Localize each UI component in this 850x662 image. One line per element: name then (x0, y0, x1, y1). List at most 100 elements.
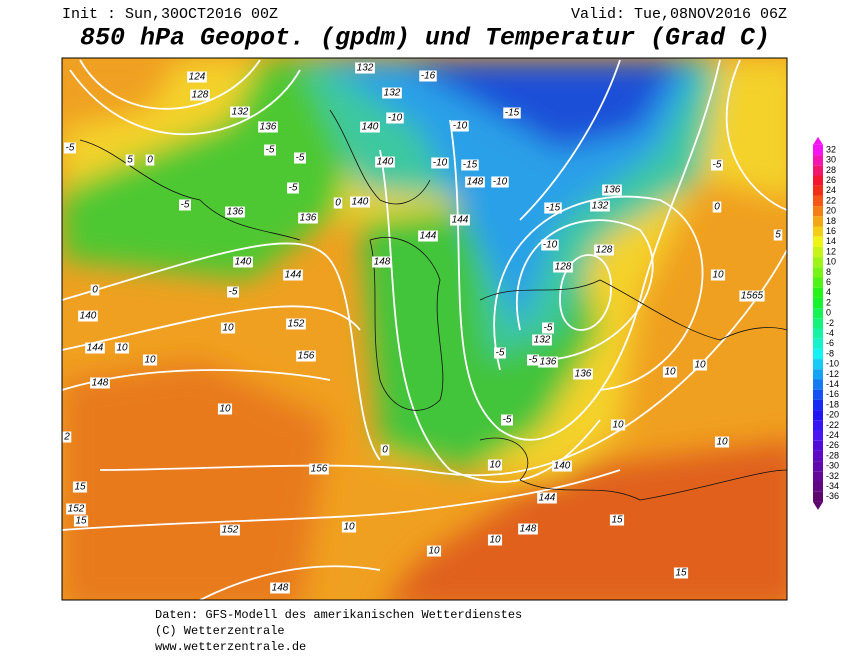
contour-label: -5 (496, 348, 505, 359)
contour-label-box (298, 212, 318, 224)
colorbar-label: 4 (826, 287, 831, 297)
contour-label: 10 (612, 420, 624, 431)
contour-label-box (711, 159, 723, 171)
contour-label-box (350, 196, 370, 208)
map-title: 850 hPa Geopot. (gpdm) und Temperatur (G… (80, 24, 770, 53)
contour-label: 144 (539, 493, 556, 504)
contour-label: 10 (694, 360, 706, 371)
contour-label: 140 (352, 197, 369, 208)
map-frame (61, 57, 788, 601)
colorbar-swatch (813, 461, 823, 472)
contour-label-box (286, 318, 306, 330)
colorbar-label: 26 (826, 175, 836, 185)
colorbar-label: 12 (826, 246, 836, 256)
contour-label-box (187, 71, 207, 83)
contour-label: 10 (219, 404, 231, 415)
contour-label: 132 (592, 201, 609, 212)
colorbar-label: -12 (826, 369, 839, 379)
colorbar-swatch (813, 257, 823, 268)
contour-label-box (220, 524, 240, 536)
contour-label: 140 (235, 257, 252, 268)
colorbar-top (813, 136, 823, 145)
contours (62, 59, 787, 600)
contour-label-box (714, 436, 730, 448)
contour-label: -5 (296, 153, 305, 164)
contour-label-box (541, 239, 559, 251)
colorbar-label: -26 (826, 440, 839, 450)
colorbar-label: 20 (826, 206, 836, 216)
colorbar-label: 6 (826, 277, 831, 287)
contour-label: 10 (144, 355, 156, 366)
contour-label-box (78, 310, 98, 322)
contour-label: 148 (272, 583, 289, 594)
contour-label-box (451, 120, 469, 132)
contour-label-box (90, 284, 100, 296)
colorbar-label: -24 (826, 430, 839, 440)
colorbar-label: 32 (826, 144, 836, 154)
contour-label-box (532, 334, 552, 346)
colorbar-label: 0 (826, 308, 831, 318)
colorbar-label: 2 (826, 297, 831, 307)
contour-label-box (538, 356, 558, 368)
contour-label-box (355, 62, 375, 74)
colorbar-label: 22 (826, 195, 836, 205)
contour-label-box (72, 481, 88, 493)
contour-label: -5 (266, 145, 275, 156)
colorbar-swatch (813, 369, 823, 380)
colorbar: 32302826242220181614121086420-2-4-6-8-10… (813, 136, 839, 510)
colorbar-label: 10 (826, 257, 836, 267)
contour-label-box (296, 350, 316, 362)
colorbar-swatch (813, 491, 823, 502)
contour-label-box (145, 154, 155, 166)
colorbar-swatch (813, 287, 823, 298)
contour-label-box (341, 521, 357, 533)
contour-label: 124 (189, 72, 206, 83)
contour-label: 132 (534, 335, 551, 346)
contour-label-box (590, 200, 610, 212)
contour-label-box (114, 342, 130, 354)
contour-label-box (225, 206, 245, 218)
colorbar-swatch (813, 216, 823, 227)
contour-label-box (419, 70, 437, 82)
contour-label: 148 (92, 378, 109, 389)
contour-label-box (386, 112, 404, 124)
colorbar-label: 8 (826, 267, 831, 277)
contour-label: -10 (453, 121, 468, 132)
colorbar-swatch (813, 338, 823, 349)
contour-label: 148 (520, 524, 537, 535)
contour-label: 148 (374, 257, 391, 268)
contour-label: -5 (503, 415, 512, 426)
contour-label: 156 (311, 464, 328, 475)
contour-label: -5 (529, 355, 538, 366)
contour-label-box (73, 515, 89, 527)
contour-label-box (264, 144, 276, 156)
contour-label: -5 (544, 323, 553, 334)
colorbar-swatch (813, 420, 823, 431)
contour-label-box (258, 121, 278, 133)
contour-label: -15 (505, 108, 520, 119)
colorbar-swatch (813, 165, 823, 176)
colorbar-swatch (813, 328, 823, 339)
contour-label: 128 (555, 262, 572, 273)
contour-label: -5 (181, 200, 190, 211)
contour-label-box (309, 463, 329, 475)
colorbar-label: 24 (826, 185, 836, 195)
contour-label-box (283, 269, 303, 281)
contour-label: -10 (543, 240, 558, 251)
contour-label: -15 (463, 160, 478, 171)
contour-label-box (190, 89, 210, 101)
footer-line: (C) Wetterzentrale (155, 624, 285, 638)
contour-label-box (270, 582, 290, 594)
contour-label: 128 (192, 90, 209, 101)
colorbar-label: -4 (826, 328, 834, 338)
contour-label: 144 (285, 270, 302, 281)
contour-label: 144 (452, 215, 469, 226)
valid-time: Valid: Tue,08NOV2016 06Z (571, 6, 787, 23)
contour-label-box (518, 523, 538, 535)
contour-label: 10 (489, 535, 501, 546)
contour-label: 132 (232, 107, 249, 118)
contour-label-box (85, 342, 105, 354)
contour-label-box (491, 176, 509, 188)
contour-label-box (461, 159, 479, 171)
